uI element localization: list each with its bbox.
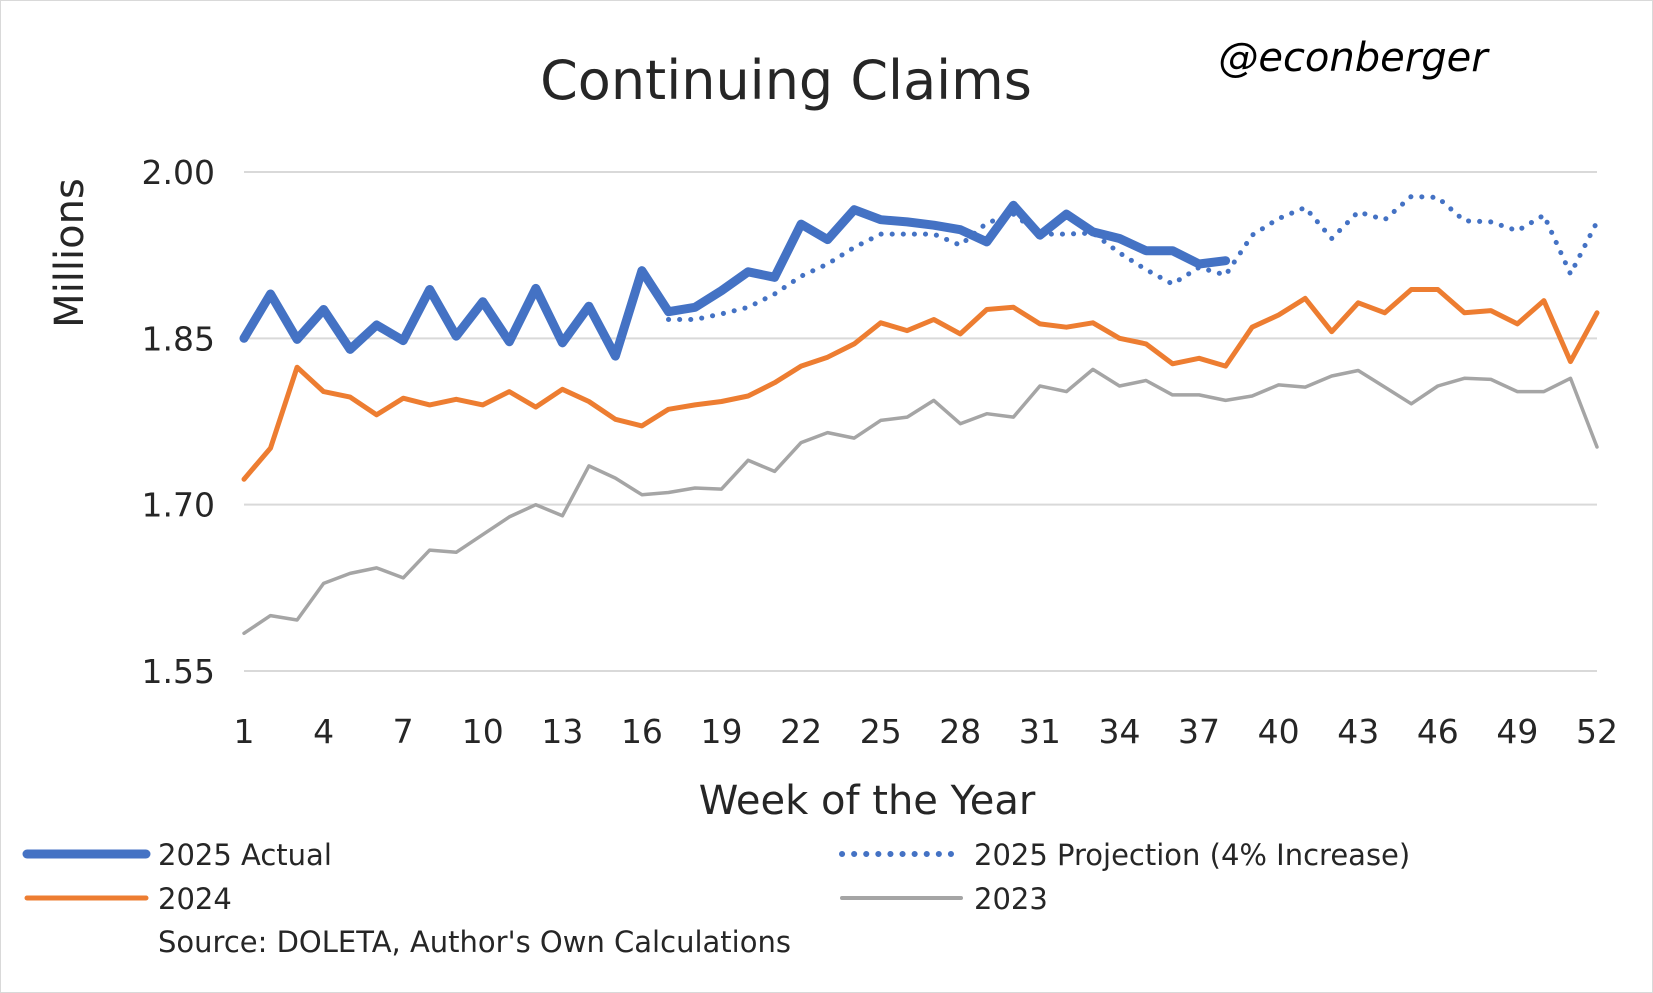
- y-tick-label: 1.70: [142, 486, 215, 525]
- x-tick-label: 10: [462, 712, 504, 751]
- y-axis-title: Millions: [47, 178, 93, 328]
- author-handle: @econberger: [1218, 35, 1490, 81]
- legend-item-2023: 2023: [840, 882, 1048, 916]
- series-line-2023: [242, 367, 1599, 636]
- x-tick-label: 52: [1576, 712, 1618, 751]
- x-axis-ticks: 1 4 7 10 13 16 19 22 25 28 31 34 37 40 43 46 49 52: [234, 712, 1619, 751]
- gridlines: [244, 171, 1597, 672]
- legend-item-2025-actual: 2025 Actual: [22, 838, 332, 872]
- x-tick-label: 49: [1496, 712, 1538, 751]
- legend-label-2025-actual: 2025 Actual: [158, 838, 332, 872]
- x-tick-label: 25: [860, 712, 902, 751]
- x-tick-label: 43: [1337, 712, 1379, 751]
- series-lines: [239, 193, 1600, 636]
- x-tick-label: 28: [939, 712, 981, 751]
- series-line-2024: [241, 287, 1600, 482]
- series-line-2025-actual: [239, 200, 1231, 361]
- x-tick-label: 40: [1258, 712, 1300, 751]
- x-tick-label: 31: [1019, 712, 1061, 751]
- x-tick-label: 19: [701, 712, 743, 751]
- x-tick-label: 16: [621, 712, 663, 751]
- x-tick-label: 13: [541, 712, 583, 751]
- legend-item-2025-projection: 2025 Projection (4% Increase): [839, 838, 1410, 872]
- x-tick-label: 34: [1098, 712, 1140, 751]
- y-tick-label: 1.85: [142, 319, 215, 358]
- y-tick-label: 1.55: [142, 652, 215, 691]
- legend-item-2024: 2024: [24, 882, 232, 916]
- x-tick-label: 46: [1417, 712, 1459, 751]
- y-axis-ticks: 1.55 1.70 1.85 2.00: [142, 153, 215, 691]
- x-tick-label: 7: [393, 712, 414, 751]
- legend-label-2023: 2023: [974, 882, 1048, 916]
- legend-label-2024: 2024: [158, 882, 232, 916]
- source-note: Source: DOLETA, Author's Own Calculation…: [158, 925, 791, 959]
- chart-title: Continuing Claims: [540, 49, 1032, 112]
- series-line-2025-projection-4-increase: [666, 193, 1600, 322]
- legend: 2025 Actual 2025 Projection (4% Increase…: [22, 838, 1410, 916]
- x-tick-label: 37: [1178, 712, 1220, 751]
- x-axis-title: Week of the Year: [699, 778, 1036, 824]
- legend-label-2025-projection: 2025 Projection (4% Increase): [974, 838, 1410, 872]
- x-tick-label: 1: [234, 712, 255, 751]
- y-tick-label: 2.00: [142, 153, 215, 192]
- x-tick-label: 4: [313, 712, 334, 751]
- x-tick-label: 22: [780, 712, 822, 751]
